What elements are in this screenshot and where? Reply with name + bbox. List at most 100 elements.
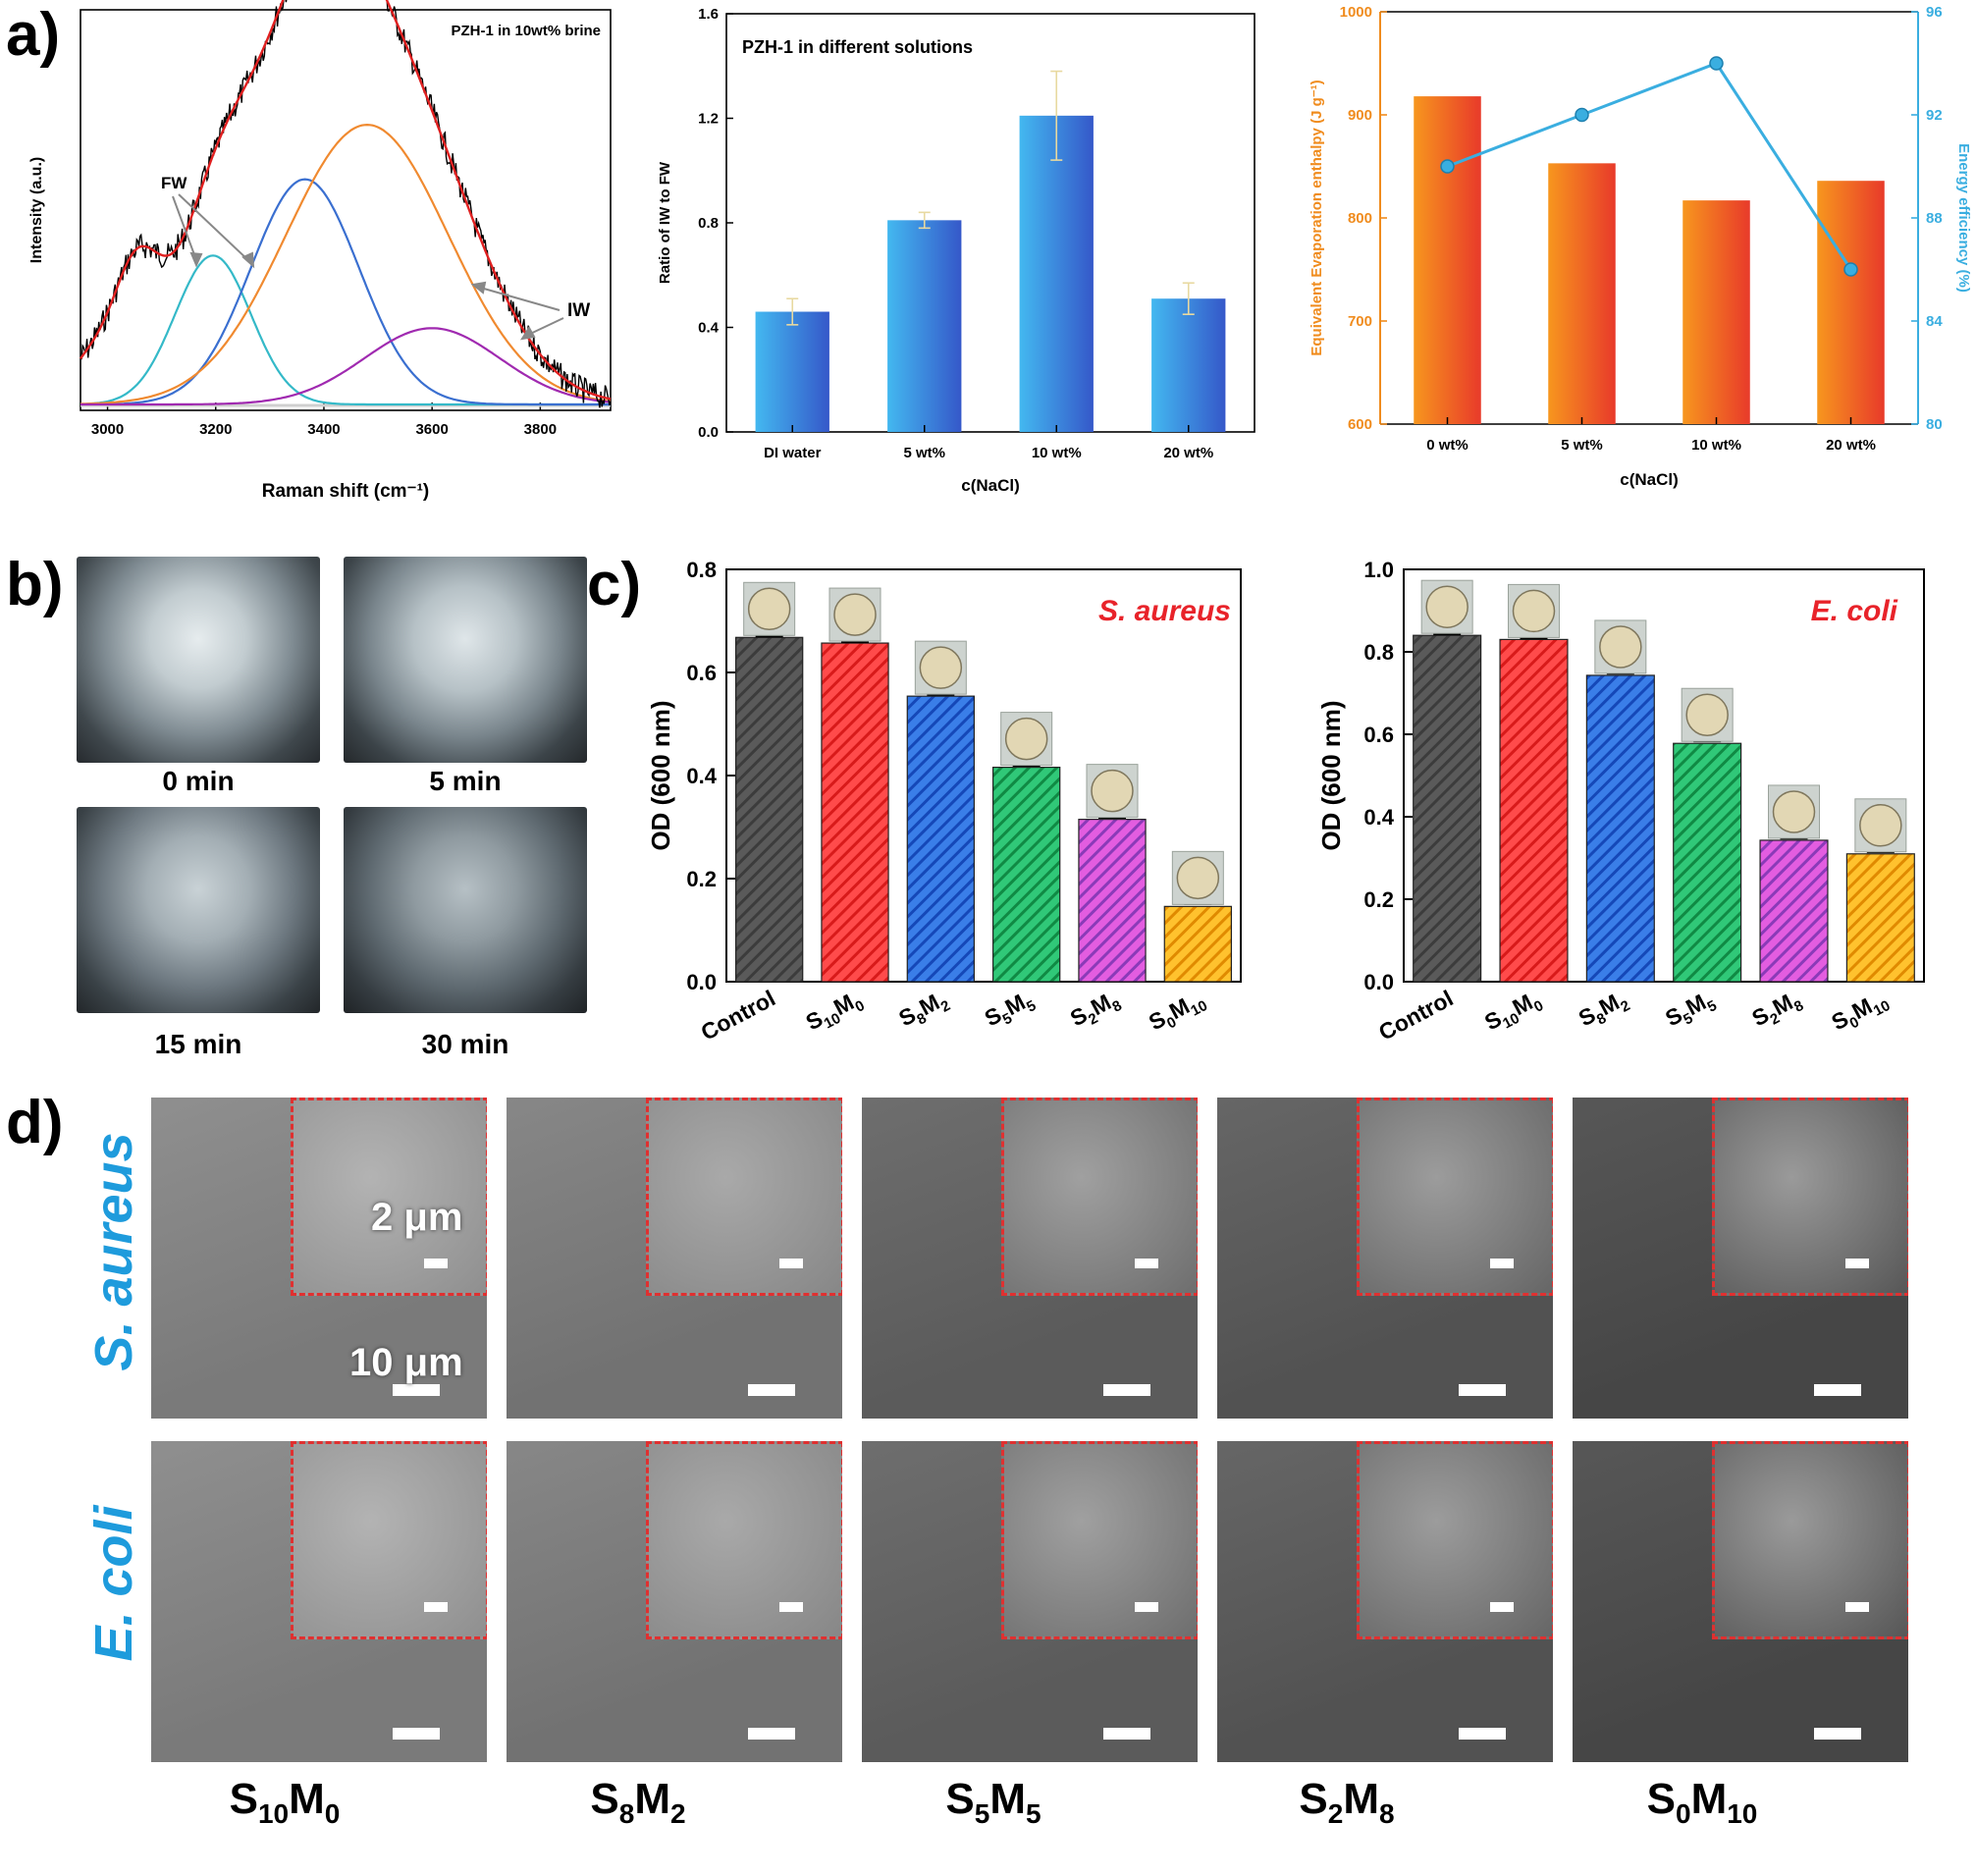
saureus-well-circle-4 bbox=[1091, 769, 1134, 813]
enthalpy-ytick-label: 600 bbox=[1348, 416, 1372, 433]
enthalpy-ytick-label: 700 bbox=[1348, 313, 1372, 330]
ecoli-bar-5 bbox=[1845, 853, 1915, 983]
ratio-bar-0 bbox=[755, 311, 829, 432]
ratio-ytick-label: 0.4 bbox=[698, 320, 720, 337]
ratio-ytick-label: 1.6 bbox=[698, 6, 719, 23]
ecoli-well-circle-0 bbox=[1425, 585, 1469, 628]
photo-label-5min: 5 min bbox=[429, 766, 502, 796]
ratio-bar-3 bbox=[1151, 298, 1226, 432]
enthalpy-xtick-label: 0 wt% bbox=[1426, 437, 1469, 454]
ratio-xtick-label: 5 wt% bbox=[903, 445, 945, 461]
sem-scale-inset-label: 2 μm bbox=[371, 1196, 463, 1239]
ecoli-ylabel: OD (600 nm) bbox=[1316, 700, 1346, 850]
panel-letter-a: a) bbox=[6, 1, 61, 69]
raman-component-blue bbox=[80, 178, 611, 406]
photo-label-30min: 30 min bbox=[421, 1029, 509, 1059]
sem-main-scale-bar bbox=[393, 1728, 440, 1740]
ratio-marks: 0.0 0.4 0.8 1.2 1.6 DI water 5 wt% 10 wt% 20 wt% bbox=[698, 6, 1226, 461]
raman-measured-line bbox=[80, 0, 612, 408]
sem-col-label-s8m2: S8M2 bbox=[590, 1775, 686, 1829]
ecoli-bar-4 bbox=[1759, 839, 1829, 983]
raman-xlabel: Raman shift (cm⁻¹) bbox=[262, 481, 430, 501]
ecoli-ytick-label: 0.8 bbox=[1363, 640, 1394, 665]
sem-inset-r1-c1 bbox=[646, 1441, 842, 1639]
ecoli-xtick-label-2: S8M2 bbox=[1575, 985, 1633, 1035]
efficiency-ytick-label: 92 bbox=[1926, 107, 1943, 124]
saureus-axes-frame bbox=[725, 568, 1242, 983]
raman-chart: PZH-1 in 10wt% brine 3000 3200 3400 3600 380… bbox=[28, 0, 612, 501]
sem-image-r1-c1 bbox=[507, 1441, 842, 1762]
sem-image-r1-c4 bbox=[1573, 1441, 1908, 1762]
photo-5min bbox=[344, 557, 587, 763]
raman-x-ticks: 3000 3200 3400 3600 3800 bbox=[91, 402, 557, 438]
saureus-xtick-label-3: S5M5 bbox=[981, 985, 1040, 1035]
ratio-bar-2 bbox=[1019, 115, 1094, 433]
panel-letter-b: b) bbox=[6, 551, 64, 618]
ecoli-ytick-label: 0.4 bbox=[1363, 805, 1394, 830]
ecoli-bar-3 bbox=[1673, 742, 1742, 983]
sem-inset-scale-bar bbox=[1490, 1602, 1514, 1612]
ratio-ytick-label: 0.8 bbox=[698, 215, 719, 232]
ratio-bar-1 bbox=[887, 220, 962, 432]
saureus-ytick-label: 0.6 bbox=[686, 661, 717, 685]
sem-col-label-s2m8: S2M8 bbox=[1299, 1775, 1395, 1829]
ecoli-xtick-label-5: S0M10 bbox=[1827, 985, 1893, 1039]
sem-inset-scale-bar bbox=[1135, 1602, 1158, 1612]
ecoli-bar-2 bbox=[1585, 674, 1655, 983]
sem-scale-main-label: 10 μm bbox=[349, 1341, 463, 1384]
efficiency-point-3 bbox=[1843, 262, 1858, 277]
sem-grid bbox=[151, 1098, 1911, 1762]
raman-axes-frame bbox=[80, 9, 612, 411]
sem-inset-r0-c1 bbox=[646, 1098, 842, 1296]
photo-label-0min: 0 min bbox=[162, 766, 235, 796]
saureus-bar-3 bbox=[992, 767, 1061, 983]
saureus-title: S. aureus bbox=[1098, 595, 1231, 627]
efficiency-point-1 bbox=[1575, 107, 1589, 123]
sem-inset-r1-c4 bbox=[1712, 1441, 1908, 1639]
saureus-well-circle-5 bbox=[1176, 856, 1220, 900]
enthalpy-bar-0 bbox=[1414, 96, 1481, 424]
saureus-ytick-label: 0.0 bbox=[686, 970, 717, 994]
saureus-xtick-label-5: S0M10 bbox=[1145, 985, 1210, 1039]
efficiency-ytick-label: 80 bbox=[1926, 416, 1943, 433]
ratio-title: PZH-1 in different solutions bbox=[742, 37, 973, 57]
sem-image-r0-c0 bbox=[151, 1098, 487, 1419]
sem-inset-r1-c3 bbox=[1357, 1441, 1553, 1639]
ratio-xtick-label: 10 wt% bbox=[1032, 445, 1082, 461]
saureus-ytick-label: 0.8 bbox=[686, 558, 717, 582]
saureus-ytick-label: 0.2 bbox=[686, 867, 717, 891]
sem-inset-r0-c4 bbox=[1712, 1098, 1908, 1296]
enthalpy-xtick-label: 5 wt% bbox=[1561, 437, 1603, 454]
enthalpy-bar-1 bbox=[1548, 163, 1616, 424]
raman-xtick-label: 3400 bbox=[307, 421, 340, 438]
saureus-well-circle-3 bbox=[1004, 717, 1048, 761]
enthalpy-ytick-label: 800 bbox=[1348, 210, 1372, 227]
saureus-xtick-label-2: S8M2 bbox=[894, 985, 953, 1035]
enthalpy-xtick-label: 20 wt% bbox=[1826, 437, 1876, 454]
saureus-bar-0 bbox=[735, 636, 804, 983]
enthalpy-ytick-label: 1000 bbox=[1340, 4, 1372, 21]
raman-xtick-label: 3000 bbox=[91, 421, 124, 438]
sem-image-r0-c3 bbox=[1217, 1098, 1553, 1419]
ecoli-well-circle-3 bbox=[1685, 693, 1729, 736]
ecoli-xtick-part: 10 bbox=[1500, 1010, 1522, 1033]
sem-inset-scale-bar bbox=[1845, 1259, 1869, 1268]
ecoli-axes-frame bbox=[1403, 568, 1925, 983]
efficiency-line bbox=[1446, 61, 1852, 271]
panel-letter-d: d) bbox=[6, 1089, 64, 1156]
sem-inset-r0-c3 bbox=[1357, 1098, 1553, 1296]
raman-component-purple bbox=[80, 327, 612, 406]
sem-col-label-s0m10: S0M10 bbox=[1646, 1775, 1758, 1829]
ratio-chart: PZH-1 in different solutions 0.0 0.4 0.8 1.… bbox=[657, 6, 1255, 495]
ecoli-ytick-label: 0.6 bbox=[1363, 723, 1394, 747]
sem-inset-r0-c0 bbox=[291, 1098, 487, 1296]
sem-row-label-ecoli: E. coli bbox=[84, 1505, 143, 1662]
saureus-well-circle-0 bbox=[747, 587, 791, 631]
sem-inset-r1-c0 bbox=[291, 1441, 487, 1639]
sem-inset-r1-c2 bbox=[1001, 1441, 1198, 1639]
sem-inset-scale-bar bbox=[1135, 1259, 1158, 1268]
sem-main-scale-bar bbox=[1814, 1728, 1861, 1740]
